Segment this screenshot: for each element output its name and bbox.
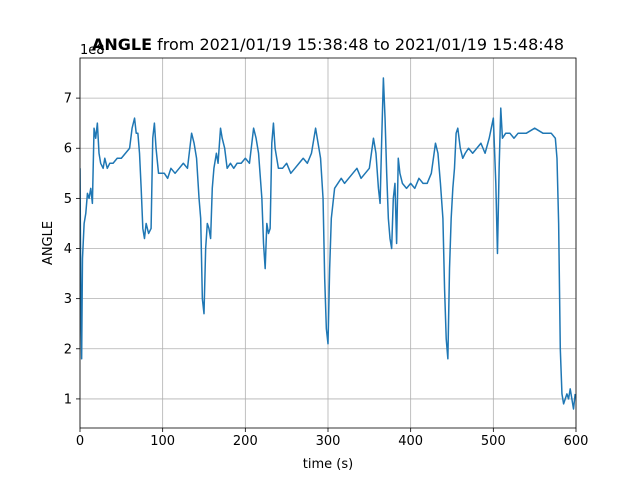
x-tick-label: 100 [150,434,175,449]
x-axis-ticks: 0 100 200 300 400 500 600 [76,428,589,449]
y-tick-label: 7 [64,92,72,107]
x-tick-label: 400 [398,434,423,449]
x-tick-label: 200 [233,434,258,449]
x-tick-label: 300 [316,434,341,449]
y-tick-label: 2 [64,342,72,357]
y-tick-label: 5 [64,192,72,207]
y-tick-label: 3 [64,292,72,307]
chart-title: ANGLE from 2021/01/19 15:38:48 to 2021/0… [92,35,564,54]
y-tick-label: 4 [64,242,72,257]
chart-title-rest: from 2021/01/19 15:38:48 to 2021/01/19 1… [152,35,564,54]
chart-title-bold: ANGLE [92,35,152,54]
y-axis-ticks: 1 2 3 4 5 6 7 [64,92,80,407]
x-tick-label: 0 [76,434,84,449]
plot-area [80,77,576,410]
x-tick-label: 600 [564,434,589,449]
x-tick-label: 500 [481,434,506,449]
y-tick-label: 1 [64,392,72,407]
y-offset-label: 1e8 [80,43,105,58]
series-line-angle [80,77,576,410]
x-axis-label: time (s) [303,457,353,472]
y-tick-label: 6 [64,142,72,157]
y-axis-label: ANGLE [41,221,56,265]
